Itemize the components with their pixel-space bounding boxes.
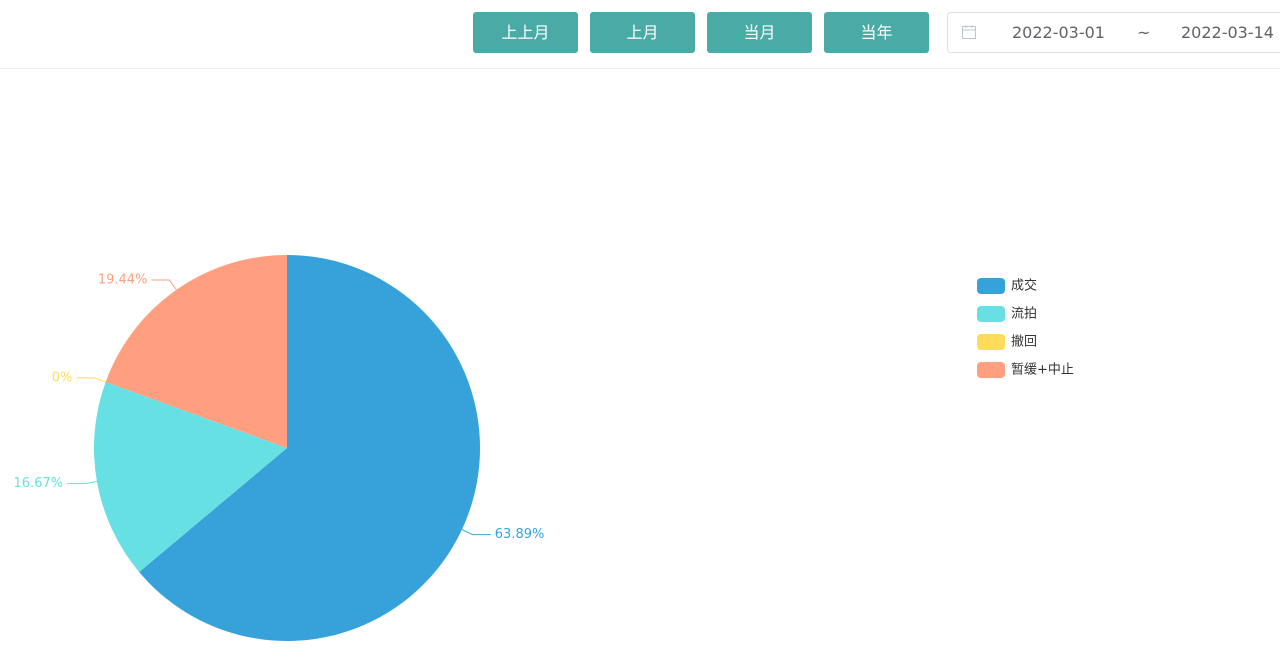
data-label: 0%: [52, 370, 73, 385]
end-date[interactable]: 2022-03-14: [1181, 23, 1274, 42]
legend-swatch: [977, 306, 1005, 322]
label-line: [151, 279, 177, 291]
pie-slice: [139, 255, 481, 641]
legend-swatch: [977, 278, 1005, 294]
button[interactable]: 上上月: [473, 12, 578, 53]
legend-label: 流拍: [1011, 307, 1037, 322]
legend-label: 成交: [1011, 278, 1037, 294]
start-date[interactable]: 2022-03-01: [1012, 23, 1105, 42]
data-label: 16.67%: [14, 476, 64, 491]
label-line: [461, 529, 491, 536]
legend-swatch: [977, 362, 1005, 378]
pie-slice: [93, 381, 287, 573]
button[interactable]: 当月: [707, 12, 812, 53]
legend-swatch: [977, 334, 1005, 350]
pie-slice: [105, 255, 287, 448]
legend-label: 暂缓+中止: [1011, 363, 1074, 378]
toolbar: 上上月 上月 当月 当年 2022-03-01 ~ 2022-03-14: [0, 0, 1280, 69]
label-line: [67, 480, 98, 485]
separator: ~: [1137, 23, 1151, 42]
button[interactable]: 上月: [590, 12, 695, 53]
data-label: 19.44%: [98, 273, 148, 288]
legend-label: 撤回: [1011, 334, 1037, 350]
data-label: 63.89%: [495, 527, 545, 542]
date-range-picker[interactable]: 2022-03-01 ~ 2022-03-14: [947, 12, 1280, 53]
label-line: [76, 377, 106, 383]
button[interactable]: 当年: [824, 12, 929, 53]
calendar-icon: [962, 25, 976, 39]
